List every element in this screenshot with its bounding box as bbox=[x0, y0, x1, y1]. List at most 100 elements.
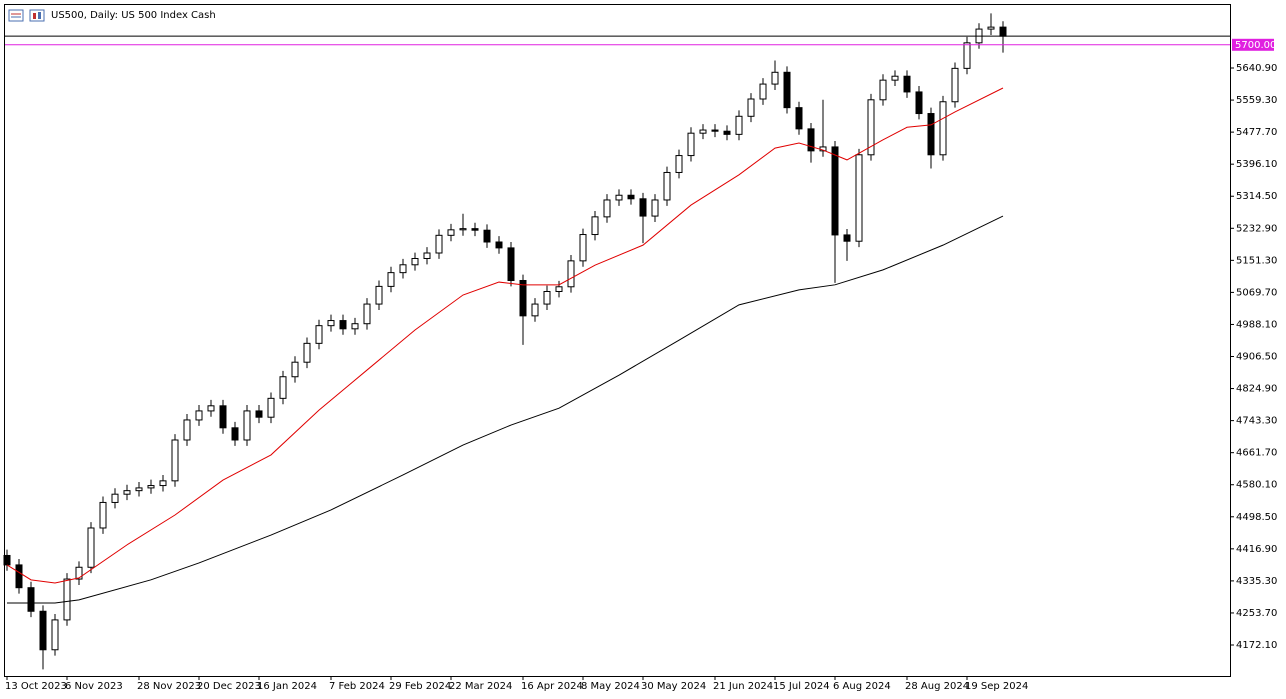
candle-body bbox=[783, 71, 791, 109]
candle-body bbox=[687, 132, 695, 157]
icon-list[interactable] bbox=[8, 9, 24, 22]
candle-body bbox=[291, 361, 299, 378]
icon-bar bbox=[38, 12, 41, 19]
level-label-box bbox=[1232, 38, 1274, 51]
candle-body bbox=[591, 216, 599, 236]
x-tick-label: 29 Feb 2024 bbox=[389, 681, 451, 692]
x-tick-label: 7 Feb 2024 bbox=[329, 681, 385, 692]
candle-body bbox=[531, 303, 539, 317]
candle-body bbox=[183, 419, 191, 441]
x-tick-label: 16 Jan 2024 bbox=[257, 681, 317, 692]
chart-title: US500, Daily: US 500 Index Cash bbox=[51, 10, 216, 21]
candle-body bbox=[471, 228, 479, 231]
candle-body bbox=[579, 234, 587, 262]
y-tick-label: 4824.90 bbox=[1236, 384, 1277, 395]
candle-body bbox=[987, 26, 995, 30]
candle-body bbox=[495, 241, 503, 249]
y-tick-label: 5069.70 bbox=[1236, 287, 1277, 298]
candle-body bbox=[483, 229, 491, 243]
candle-body bbox=[519, 279, 527, 317]
candle-body bbox=[831, 146, 839, 236]
candle-body bbox=[27, 587, 35, 612]
candle-body bbox=[219, 405, 227, 429]
x-tick-label: 6 Nov 2023 bbox=[65, 681, 123, 692]
y-tick-label: 5151.30 bbox=[1236, 255, 1277, 266]
y-tick-label: 5232.90 bbox=[1236, 223, 1277, 234]
candle-body bbox=[879, 79, 887, 101]
x-tick-label: 28 Aug 2024 bbox=[905, 681, 969, 692]
candle-body bbox=[147, 485, 155, 489]
y-tick-label: 5640.90 bbox=[1236, 63, 1277, 74]
candle-body bbox=[747, 98, 755, 117]
plot-frame bbox=[4, 4, 1231, 677]
candle-body bbox=[507, 247, 515, 281]
candle-body bbox=[603, 199, 611, 218]
candle-body bbox=[615, 194, 623, 201]
candle-body bbox=[339, 320, 347, 330]
candle-body bbox=[135, 487, 143, 492]
candle-body bbox=[63, 578, 71, 621]
candle-body bbox=[771, 71, 779, 85]
x-tick-label: 20 Dec 2023 bbox=[197, 681, 261, 692]
candle-body bbox=[207, 405, 215, 412]
candle-body bbox=[99, 501, 107, 529]
candle-body bbox=[639, 198, 647, 217]
moving-average bbox=[6, 87, 1004, 584]
x-tick-label: 13 Oct 2023 bbox=[5, 681, 67, 692]
candle-body bbox=[795, 107, 803, 130]
moving-average bbox=[7, 215, 1004, 604]
candle-body bbox=[627, 194, 635, 200]
y-tick-label: 5559.30 bbox=[1236, 95, 1277, 106]
candle-body bbox=[123, 490, 131, 495]
candle-body bbox=[951, 67, 959, 103]
x-tick-label: 22 Mar 2024 bbox=[449, 681, 512, 692]
candle-body bbox=[303, 342, 311, 363]
y-tick-label: 4988.10 bbox=[1236, 319, 1277, 330]
candle-body bbox=[555, 286, 563, 292]
candle-body bbox=[51, 619, 59, 651]
candle-body bbox=[315, 325, 323, 344]
candle-body bbox=[159, 480, 167, 487]
candle-body bbox=[459, 228, 467, 231]
candle-body bbox=[399, 264, 407, 274]
level-label: 5700.00 bbox=[1235, 40, 1276, 51]
candle-body bbox=[963, 42, 971, 69]
candle-body bbox=[915, 91, 923, 115]
icon-chart[interactable] bbox=[29, 9, 45, 22]
candle-body bbox=[543, 290, 551, 305]
icon-bar bbox=[33, 13, 36, 19]
candle-body bbox=[447, 229, 455, 236]
candle-body bbox=[75, 566, 83, 580]
candle-body bbox=[699, 129, 707, 134]
candle-body bbox=[279, 376, 287, 399]
candle-body bbox=[759, 83, 767, 100]
candle-body bbox=[723, 130, 731, 135]
candle-body bbox=[855, 154, 863, 242]
candle-body bbox=[255, 410, 263, 418]
y-tick-label: 4253.70 bbox=[1236, 608, 1277, 619]
candle-body bbox=[927, 113, 935, 156]
y-tick-label: 4172.10 bbox=[1236, 640, 1277, 651]
toolbar-icons bbox=[8, 9, 45, 22]
candle-body bbox=[711, 129, 719, 132]
y-tick-label: 5314.50 bbox=[1236, 191, 1277, 202]
y-tick-label: 5477.70 bbox=[1236, 127, 1277, 138]
candle-body bbox=[39, 610, 47, 651]
x-tick-label: 21 Jun 2024 bbox=[713, 681, 773, 692]
candle-body bbox=[375, 285, 383, 305]
x-tick-label: 15 Jul 2024 bbox=[773, 681, 830, 692]
candle-body bbox=[435, 234, 443, 254]
candle-body bbox=[903, 75, 911, 93]
candle-body bbox=[171, 439, 179, 482]
candle-body bbox=[387, 272, 395, 287]
y-tick-label: 4416.90 bbox=[1236, 544, 1277, 555]
candle-body bbox=[231, 427, 239, 441]
candle-body bbox=[423, 252, 431, 259]
candle-body bbox=[675, 155, 683, 173]
candle-body bbox=[351, 323, 359, 330]
candle-body bbox=[111, 493, 119, 503]
candle-body bbox=[363, 303, 371, 325]
y-tick-label: 4906.50 bbox=[1236, 352, 1277, 363]
